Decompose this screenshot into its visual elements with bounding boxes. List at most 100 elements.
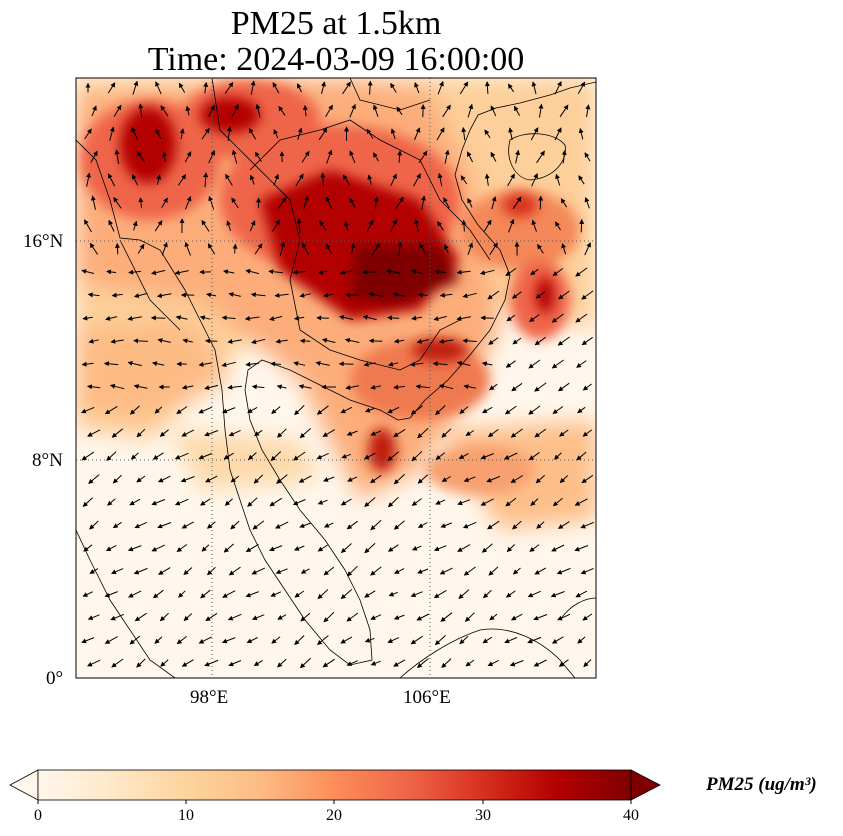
- wind-arrow: [417, 292, 428, 298]
- wind-arrow: [481, 406, 493, 414]
- wind-arrow: [250, 80, 256, 95]
- wind-arrow: [577, 81, 586, 95]
- wind-arrow: [534, 382, 547, 392]
- wind-arrow: [317, 499, 328, 505]
- wind-arrow: [181, 659, 194, 667]
- wind-arrow: [84, 128, 92, 140]
- wind-arrow: [393, 473, 405, 485]
- wind-arrow: [252, 520, 265, 530]
- wind-arrow: [178, 590, 186, 598]
- wind-arrow: [559, 104, 569, 118]
- wind-arrow: [111, 658, 124, 668]
- wind-arrow: [110, 338, 124, 344]
- wind-arrow: [127, 316, 142, 321]
- wind-arrow: [133, 292, 148, 298]
- wind-arrow: [157, 338, 171, 343]
- wind-arrow: [269, 497, 283, 507]
- wind-arrow: [156, 174, 162, 185]
- wind-arrow: [390, 173, 397, 187]
- wind-arrow: [508, 127, 514, 140]
- wind-arrow: [386, 269, 401, 275]
- wind-arrow: [127, 360, 142, 367]
- wind-arrow: [440, 612, 453, 622]
- wind-arrow: [364, 497, 376, 508]
- wind-arrow: [346, 565, 358, 577]
- wind-arrow: [416, 658, 429, 669]
- lat-tick-label: 0°: [46, 668, 64, 689]
- wind-arrow: [269, 315, 283, 321]
- wind-arrow: [456, 269, 471, 275]
- wind-arrow: [251, 567, 266, 575]
- wind-arrow: [152, 452, 164, 460]
- wind-arrow: [293, 451, 306, 461]
- wind-arrow: [91, 105, 97, 117]
- wind-arrow: [433, 315, 447, 321]
- wind-arrow: [231, 104, 239, 118]
- wind-arrow: [246, 637, 258, 643]
- wind-arrow: [89, 242, 99, 255]
- wind-arrow: [222, 269, 235, 275]
- wind-arrow: [107, 498, 116, 506]
- wind-arrow: [370, 384, 382, 390]
- wind-arrow: [103, 361, 119, 367]
- wind-arrow: [506, 544, 516, 553]
- wind-arrow: [247, 452, 257, 460]
- wind-arrow: [253, 474, 264, 484]
- wind-arrow: [155, 128, 162, 140]
- wind-arrow: [433, 545, 447, 552]
- wind-arrow: [183, 613, 193, 622]
- wind-arrow: [299, 657, 311, 669]
- wind-arrow: [206, 566, 216, 576]
- wind-arrow: [416, 338, 429, 344]
- wind-arrow: [557, 521, 570, 529]
- wind-arrow: [112, 521, 122, 529]
- wind-arrow: [128, 269, 142, 275]
- wind-arrow: [270, 591, 282, 597]
- wind-arrow: [105, 544, 117, 552]
- wind-arrow: [558, 382, 570, 392]
- wind-arrow: [154, 220, 163, 232]
- wind-arrow: [538, 103, 544, 118]
- wind-arrow: [467, 242, 474, 256]
- wind-arrow: [174, 498, 189, 506]
- wind-arrow: [316, 405, 329, 415]
- wind-arrow: [342, 81, 351, 95]
- wind-arrow: [251, 384, 265, 390]
- wind-arrow: [317, 544, 328, 552]
- wind-arrow: [181, 429, 195, 437]
- wind-arrow: [528, 359, 541, 369]
- wind-arrow: [325, 196, 333, 210]
- wind-arrow: [199, 315, 211, 321]
- wind-arrow: [414, 218, 419, 233]
- wind-arrow: [579, 218, 585, 233]
- wind-arrow: [317, 269, 328, 275]
- wind-arrow: [254, 151, 263, 162]
- wind-arrow: [81, 406, 95, 414]
- wind-arrow: [226, 126, 232, 141]
- wind-arrow: [255, 103, 261, 118]
- wind-arrow: [272, 219, 280, 233]
- wind-arrow: [393, 384, 406, 390]
- wind-arrow: [179, 128, 185, 140]
- wind-arrow: [245, 591, 259, 598]
- wind-arrow: [364, 590, 376, 598]
- pm25-field: [76, 78, 596, 678]
- wind-arrow: [87, 429, 101, 437]
- wind-arrow: [387, 496, 399, 508]
- wind-arrow: [184, 195, 192, 210]
- wind-arrow: [228, 660, 242, 667]
- wind-arrow: [276, 428, 287, 438]
- wind-arrow: [574, 498, 588, 506]
- wind-arrow: [134, 521, 148, 529]
- wind-arrow: [278, 197, 286, 209]
- colorbar-max-extend: [630, 769, 661, 801]
- wind-arrow: [582, 429, 593, 437]
- wind-arrow: [464, 612, 475, 622]
- map-figure: [75, 77, 597, 679]
- wind-arrow: [204, 338, 218, 344]
- wind-arrow: [529, 544, 540, 552]
- wind-arrow: [368, 338, 383, 344]
- wind-arrow: [462, 338, 477, 344]
- wind-arrow: [245, 361, 259, 367]
- wind-arrow: [393, 520, 405, 530]
